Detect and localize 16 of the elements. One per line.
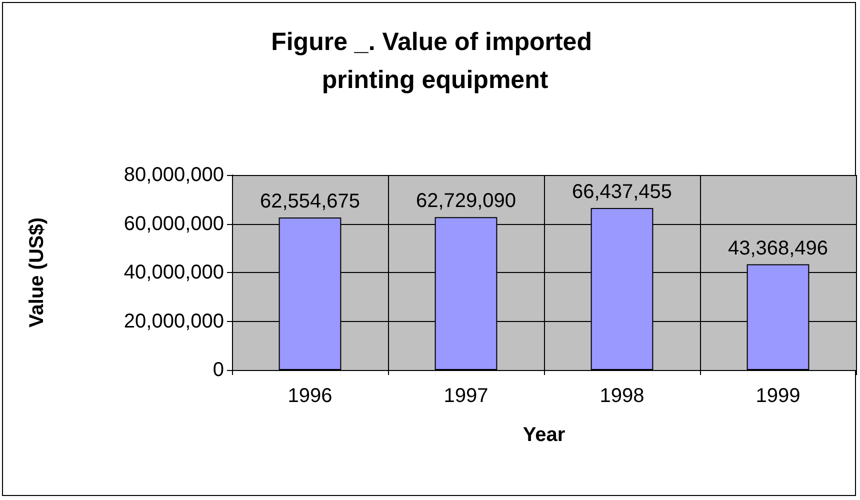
data-label: 43,368,496 (728, 237, 828, 260)
y-tick-label: 60,000,000 (124, 212, 224, 235)
y-tick-label: 80,000,000 (124, 164, 224, 186)
chart-title: Figure _. Value of imported printing equipment (271, 28, 599, 94)
x-tick-label: 1998 (600, 385, 644, 407)
data-label: 66,437,455 (572, 181, 672, 204)
x-axis-title: Year (522, 424, 566, 446)
y-axis-title: Value (US$) (26, 217, 48, 328)
data-label: 62,729,090 (416, 190, 516, 212)
x-tick-label: 1997 (444, 385, 488, 407)
x-tick-label: 1999 (756, 385, 800, 407)
x-tick-label: 1996 (288, 385, 332, 407)
data-label: 62,554,675 (260, 190, 360, 213)
y-tick-label: 0 (212, 359, 224, 381)
y-tick-label: 20,000,000 (124, 310, 224, 332)
y-tick-label: 40,000,000 (124, 262, 224, 284)
